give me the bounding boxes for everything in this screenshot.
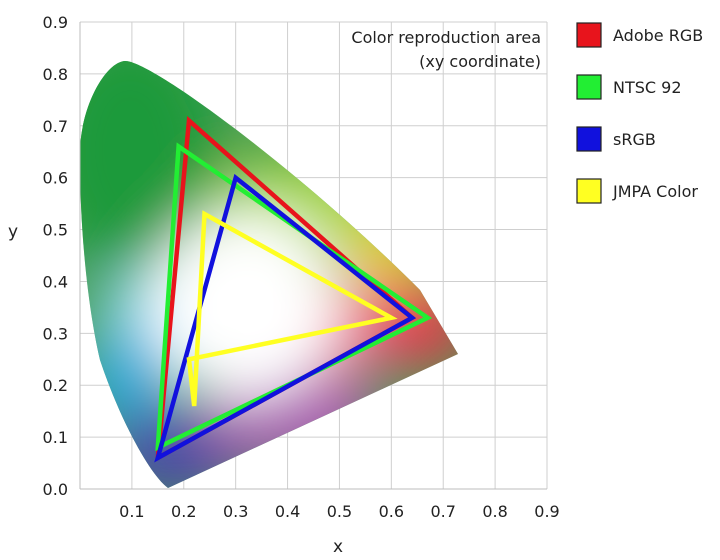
gamut-jmpa-color	[186, 210, 398, 407]
legend-swatch-ntsc-92	[576, 74, 602, 100]
x-tick-label: 0.9	[534, 502, 559, 521]
legend-swatch-adobe-rgb	[576, 22, 602, 48]
y-tick-label: 0.1	[43, 428, 68, 447]
annotation-line-1: Color reproduction area	[351, 28, 541, 47]
x-tick-label: 0.4	[275, 502, 300, 521]
y-tick-label: 0.4	[43, 272, 68, 291]
axes	[79, 22, 547, 490]
y-tick-label: 0.6	[43, 169, 68, 188]
y-tick-label: 0.0	[43, 480, 68, 499]
y-tick-label: 0.2	[43, 376, 68, 395]
axis-ticks: 0.1 0.2 0.3 0.4 0.5 0.6 0.7 0.8 0.9 0.0 0.1 0.2 0.3 0…	[43, 13, 560, 521]
legend-label-jmpa-color: JMPA Color	[612, 182, 698, 201]
x-tick-label: 0.5	[327, 502, 352, 521]
x-tick-label: 0.3	[223, 502, 248, 521]
x-tick-label: 0.1	[119, 502, 144, 521]
legend-swatch-srgb	[576, 126, 602, 152]
annotation-line-2: (xy coordinate)	[419, 52, 541, 71]
y-tick-label: 0.8	[43, 65, 68, 84]
legend-label-adobe-rgb: Adobe RGB	[613, 26, 703, 45]
x-tick-label: 0.6	[379, 502, 404, 521]
y-axis-label: y	[8, 222, 18, 242]
legend: Adobe RGB NTSC 92 sRGB JMPA Color	[576, 22, 703, 204]
y-tick-label: 0.5	[43, 221, 68, 240]
legend-label-srgb: sRGB	[613, 130, 656, 149]
x-tick-label: 0.2	[171, 502, 196, 521]
legend-label-ntsc-92: NTSC 92	[613, 78, 682, 97]
x-axis-label: x	[333, 537, 343, 557]
y-tick-label: 0.9	[43, 13, 68, 32]
x-tick-label: 0.7	[430, 502, 455, 521]
legend-swatch-jmpa-color	[576, 178, 602, 204]
y-tick-label: 0.7	[43, 117, 68, 136]
gamut-triangles	[154, 115, 433, 463]
x-tick-label: 0.8	[482, 502, 507, 521]
y-tick-label: 0.3	[43, 324, 68, 343]
